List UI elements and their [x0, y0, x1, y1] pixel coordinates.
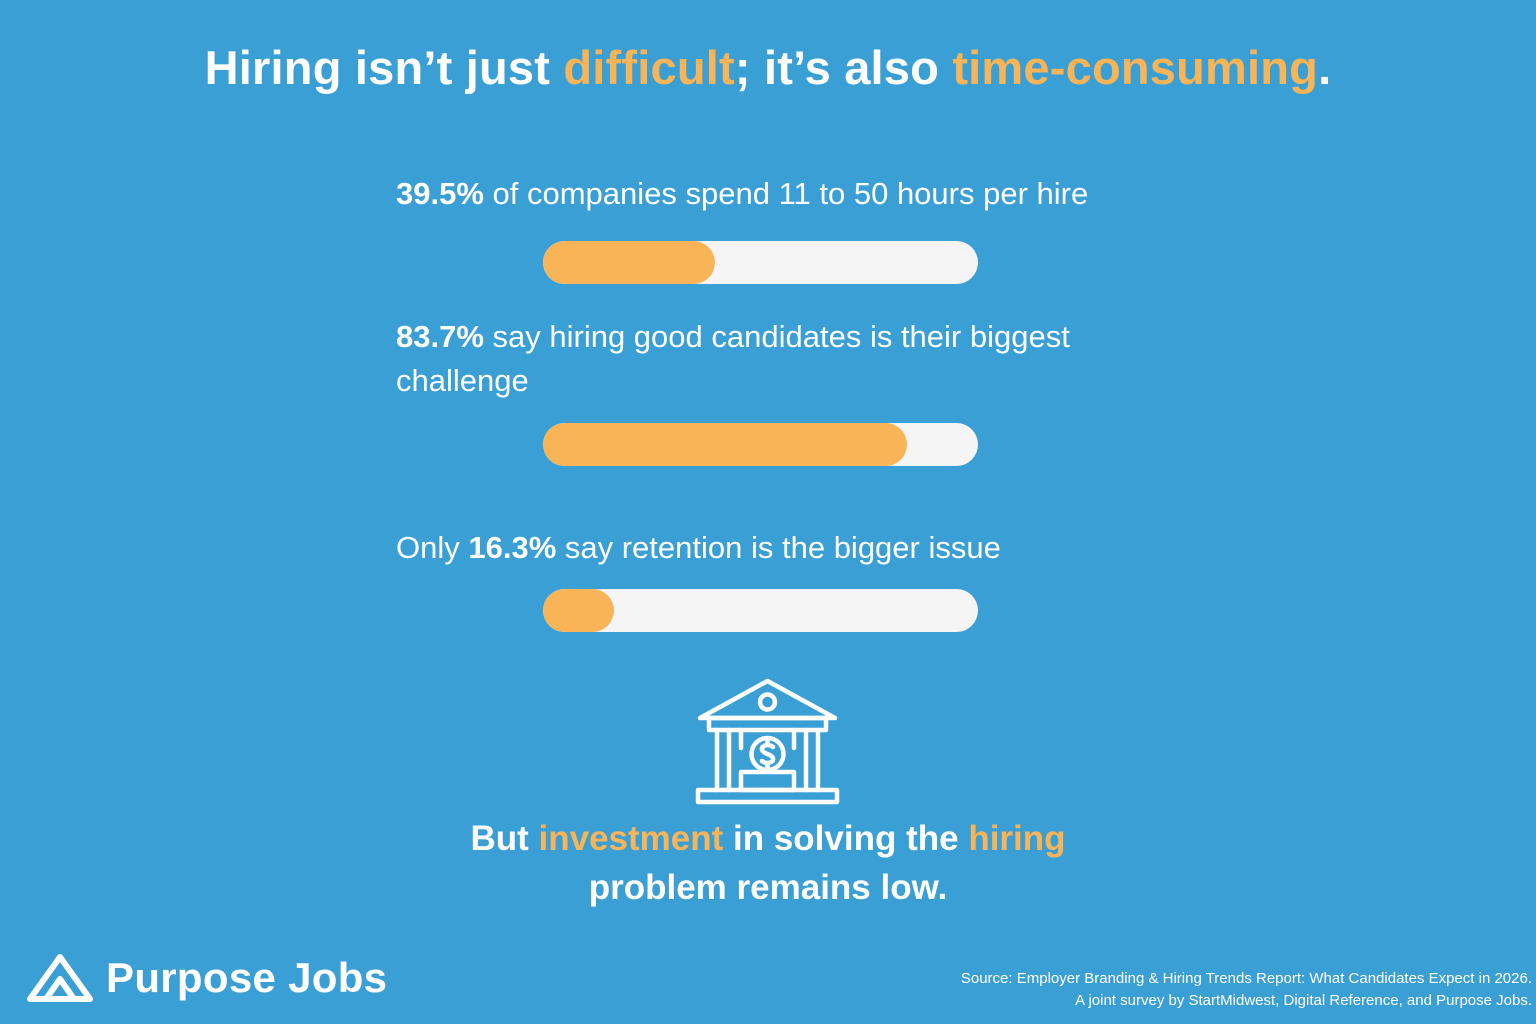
bank-dollar-icon	[695, 678, 840, 805]
title-text-3: .	[1318, 41, 1332, 94]
closing-text-1: But	[470, 819, 539, 858]
title-text-2: ; it’s also	[734, 41, 953, 94]
stat-value: 16.3%	[468, 530, 557, 565]
stat-value: 83.7%	[396, 319, 484, 354]
title-accent-difficult: difficult	[563, 41, 735, 94]
title-accent-time-consuming: time-consuming	[952, 41, 1319, 94]
title-text-1: Hiring isn’t just	[204, 41, 564, 94]
progress-fill	[543, 423, 908, 466]
stat-text: of companies spend 11 to 50 hours per hi…	[483, 176, 1089, 211]
closing-statement: But investment in solving the hiring pro…	[368, 814, 1168, 912]
brand-logo: Purpose Jobs	[24, 950, 387, 1006]
stat-text: say hiring good candidates is their bigg…	[396, 319, 1070, 398]
stat-prefix: Only	[396, 530, 469, 565]
closing-accent-hiring: hiring	[968, 819, 1066, 858]
stat-hiring-challenge: 83.7% say hiring good candidates is thei…	[396, 315, 1186, 403]
brand-name: Purpose Jobs	[106, 954, 388, 1001]
progress-bar-retention	[543, 589, 978, 632]
stat-value: 39.5%	[396, 176, 484, 211]
progress-bar-hours-per-hire	[543, 241, 978, 284]
source-citation: Source: Employer Branding & Hiring Trend…	[732, 968, 1532, 1012]
source-line-2: A joint survey by StartMidwest, Digital …	[1075, 992, 1532, 1009]
stat-text: say retention is the bigger issue	[556, 530, 1001, 565]
page-title: Hiring isn’t just difficult; it’s also t…	[0, 40, 1536, 95]
closing-accent-investment: investment	[538, 819, 724, 858]
stat-retention: Only 16.3% say retention is the bigger i…	[396, 526, 1196, 570]
closing-text-3: problem remains low.	[588, 868, 948, 907]
mountain-logo-icon	[27, 954, 93, 1002]
closing-text-2: in solving the	[723, 819, 969, 858]
progress-fill	[543, 589, 614, 632]
source-line-1: Source: Employer Branding & Hiring Trend…	[960, 970, 1532, 987]
stat-hours-per-hire: 39.5% of companies spend 11 to 50 hours …	[396, 172, 1196, 216]
progress-fill	[543, 241, 715, 284]
progress-bar-hiring-challenge	[543, 423, 978, 466]
